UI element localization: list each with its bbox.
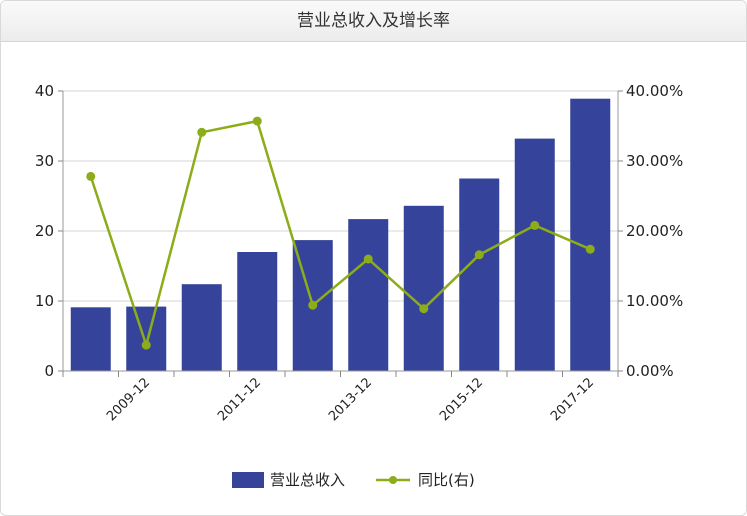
growth-point bbox=[585, 244, 595, 254]
legend-swatch-bar bbox=[232, 472, 264, 488]
growth-point bbox=[363, 254, 373, 264]
y-left-tick-label: 40 bbox=[35, 82, 54, 100]
x-tick-label: 2009-12 bbox=[104, 375, 153, 424]
revenue-bar bbox=[570, 98, 611, 371]
growth-point bbox=[530, 220, 540, 230]
growth-point bbox=[252, 116, 262, 126]
growth-point bbox=[197, 127, 207, 137]
growth-line bbox=[89, 119, 591, 350]
growth-point bbox=[474, 250, 484, 260]
revenue-bar bbox=[181, 284, 222, 371]
x-axis: 2009-12 2011-12 2013-12 2015-12 2017-12 bbox=[62, 371, 619, 424]
growth-point bbox=[86, 171, 96, 181]
y-axis-left: 0 10 20 30 40 bbox=[35, 82, 63, 380]
revenue-bar bbox=[126, 306, 167, 371]
legend-item-growth[interactable]: 同比(右) bbox=[376, 471, 475, 489]
y-axis-right: 0.00% 10.00% 20.00% 30.00% 40.00% bbox=[618, 82, 683, 380]
revenue-bar bbox=[237, 252, 278, 371]
x-tick-label: 2017-12 bbox=[548, 375, 597, 424]
x-tick-label: 2015-12 bbox=[437, 375, 486, 424]
chart-title-bar: 营业总收入及增长率 bbox=[1, 1, 746, 42]
y-left-tick-label: 10 bbox=[35, 292, 54, 310]
y-left-tick-label: 20 bbox=[35, 222, 54, 240]
bar-series bbox=[70, 98, 611, 371]
legend-item-revenue[interactable]: 营业总收入 bbox=[232, 471, 345, 489]
y-left-tick-label: 30 bbox=[35, 152, 54, 170]
growth-point bbox=[308, 300, 318, 310]
x-tick-label: 2013-12 bbox=[326, 375, 375, 424]
y-right-tick-label: 10.00% bbox=[626, 292, 683, 310]
x-tick-label: 2011-12 bbox=[215, 375, 264, 424]
legend-swatch-marker bbox=[389, 476, 397, 484]
revenue-bar bbox=[514, 138, 555, 371]
y-right-tick-label: 0.00% bbox=[626, 362, 674, 380]
legend-label-revenue: 营业总收入 bbox=[270, 471, 345, 489]
revenue-bar bbox=[403, 205, 444, 371]
revenue-bar bbox=[348, 219, 389, 371]
line-series bbox=[86, 116, 595, 350]
chart-title: 营业总收入及增长率 bbox=[297, 11, 450, 31]
revenue-bar bbox=[459, 178, 500, 371]
y-right-tick-label: 40.00% bbox=[626, 82, 683, 100]
legend[interactable]: 营业总收入 同比(右) bbox=[232, 471, 475, 489]
revenue-bar bbox=[70, 307, 111, 371]
growth-point bbox=[141, 340, 151, 350]
y-right-tick-label: 20.00% bbox=[626, 222, 683, 240]
legend-label-growth: 同比(右) bbox=[418, 471, 475, 489]
y-left-tick-label: 0 bbox=[44, 362, 54, 380]
growth-point bbox=[419, 304, 429, 314]
y-right-tick-label: 30.00% bbox=[626, 152, 683, 170]
